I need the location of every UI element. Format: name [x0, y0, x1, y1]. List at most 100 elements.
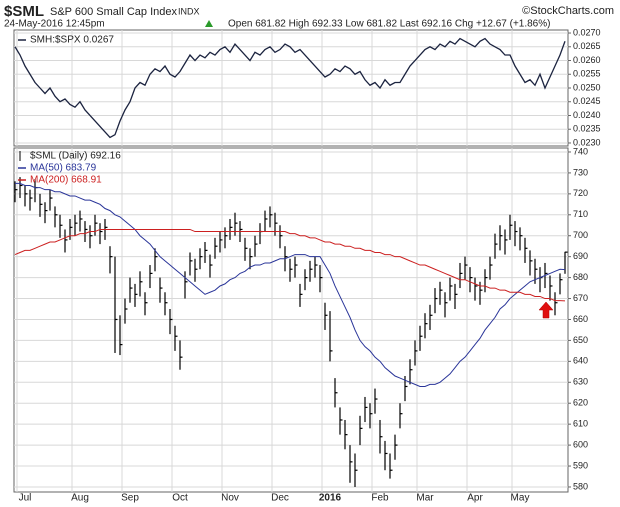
y-tick-label: 620 — [573, 398, 588, 408]
price-bar — [69, 218, 73, 240]
price-bar — [494, 233, 498, 259]
price-bar — [194, 258, 198, 282]
price-bar — [354, 453, 358, 487]
price-bar — [129, 277, 133, 303]
moving-average — [14, 228, 566, 302]
price-bar — [269, 206, 273, 228]
price-bar — [464, 256, 468, 280]
price-bar — [399, 403, 403, 429]
price-bar — [384, 440, 388, 471]
price-bar — [439, 281, 443, 305]
price-bar — [174, 325, 178, 351]
x-tick-label: Nov — [221, 493, 239, 504]
price-bar — [209, 254, 213, 278]
price-bar — [169, 309, 173, 335]
price-bar — [309, 260, 313, 282]
price-bar — [74, 214, 78, 236]
y-tick-label: 0.0250 — [573, 82, 601, 92]
price-bar — [559, 273, 563, 295]
price-bar — [134, 283, 138, 307]
y-tick-label: 690 — [573, 251, 588, 261]
y-tick-label: 600 — [573, 439, 588, 449]
x-tick-label: Dec — [271, 493, 289, 504]
price-bar — [24, 185, 28, 207]
price-bar — [294, 256, 298, 278]
price-bar — [324, 302, 328, 330]
date: 24-May-2016 12:45pm — [4, 19, 105, 30]
price-bar — [49, 189, 53, 211]
price-bar — [429, 304, 433, 330]
price-bar — [469, 267, 473, 293]
price-bar — [89, 225, 93, 249]
legend-label: MA(50) 683.79 — [30, 163, 97, 174]
price-bar — [389, 453, 393, 479]
price-bar — [164, 292, 168, 316]
price-bar — [304, 269, 308, 291]
y-tick-label: 0.0235 — [573, 124, 601, 134]
price-bar — [529, 250, 533, 276]
price-bar — [554, 292, 558, 316]
price-bar — [139, 271, 143, 297]
y-tick-label: 0.0245 — [573, 96, 601, 106]
y-tick-label: 740 — [573, 146, 588, 156]
x-tick-label: Feb — [371, 493, 389, 504]
symbol: $SML — [4, 3, 44, 20]
price-bar — [459, 262, 463, 289]
price-bar — [519, 227, 523, 251]
price-bar — [114, 256, 118, 353]
price-bar — [484, 269, 488, 293]
annotation-arrow — [538, 301, 554, 319]
price-bar — [509, 214, 513, 240]
price-bar — [64, 229, 68, 253]
y-tick-label: 0.0260 — [573, 55, 601, 65]
x-tick-label: Apr — [467, 493, 483, 504]
price-bar — [39, 193, 43, 217]
price-bar — [379, 419, 383, 454]
price-bar — [289, 258, 293, 282]
price-bar — [179, 340, 183, 370]
y-tick-label: 730 — [573, 167, 588, 177]
y-tick-label: 680 — [573, 272, 588, 282]
price-bar — [229, 218, 233, 240]
price-bar — [154, 248, 158, 272]
legend-label: SMH:$SPX 0.0267 — [30, 35, 114, 46]
price-bar — [364, 396, 368, 423]
price-bar — [449, 277, 453, 301]
panel-frame — [13, 147, 569, 493]
price-bar — [279, 225, 283, 249]
y-tick-label: 0.0230 — [573, 137, 601, 147]
price-bar — [79, 210, 83, 232]
legend-label: $SML (Daily) 692.16 — [30, 151, 121, 162]
y-tick-label: 580 — [573, 481, 588, 491]
price-bar — [374, 388, 378, 414]
price-bar — [454, 283, 458, 310]
y-tick-label: 640 — [573, 356, 588, 366]
price-bar — [329, 311, 333, 362]
price-bar — [334, 378, 338, 408]
price-bar — [444, 292, 448, 318]
price-bar — [359, 415, 363, 446]
y-tick-label: 0.0255 — [573, 69, 601, 79]
price-bar — [524, 237, 528, 263]
price-bar — [44, 202, 48, 224]
price-bar — [219, 231, 223, 253]
price-bar — [189, 252, 193, 276]
y-tick-label: 610 — [573, 419, 588, 429]
price-bar — [99, 223, 103, 245]
moving-average — [15, 182, 566, 387]
y-tick-label: 700 — [573, 230, 588, 240]
price-bar — [314, 256, 318, 278]
price-bar — [224, 227, 228, 249]
price-bar — [199, 248, 203, 270]
price-bar — [149, 265, 153, 289]
price-bar — [564, 251, 568, 274]
price-bar — [504, 229, 508, 255]
price-bar — [339, 407, 343, 435]
x-tick-label: Jul — [19, 493, 32, 504]
price-bar — [514, 221, 518, 247]
price-bar — [549, 275, 553, 301]
up-arrow — [205, 20, 213, 27]
price-bar — [319, 265, 323, 293]
x-tick-label: 2016 — [319, 493, 342, 504]
